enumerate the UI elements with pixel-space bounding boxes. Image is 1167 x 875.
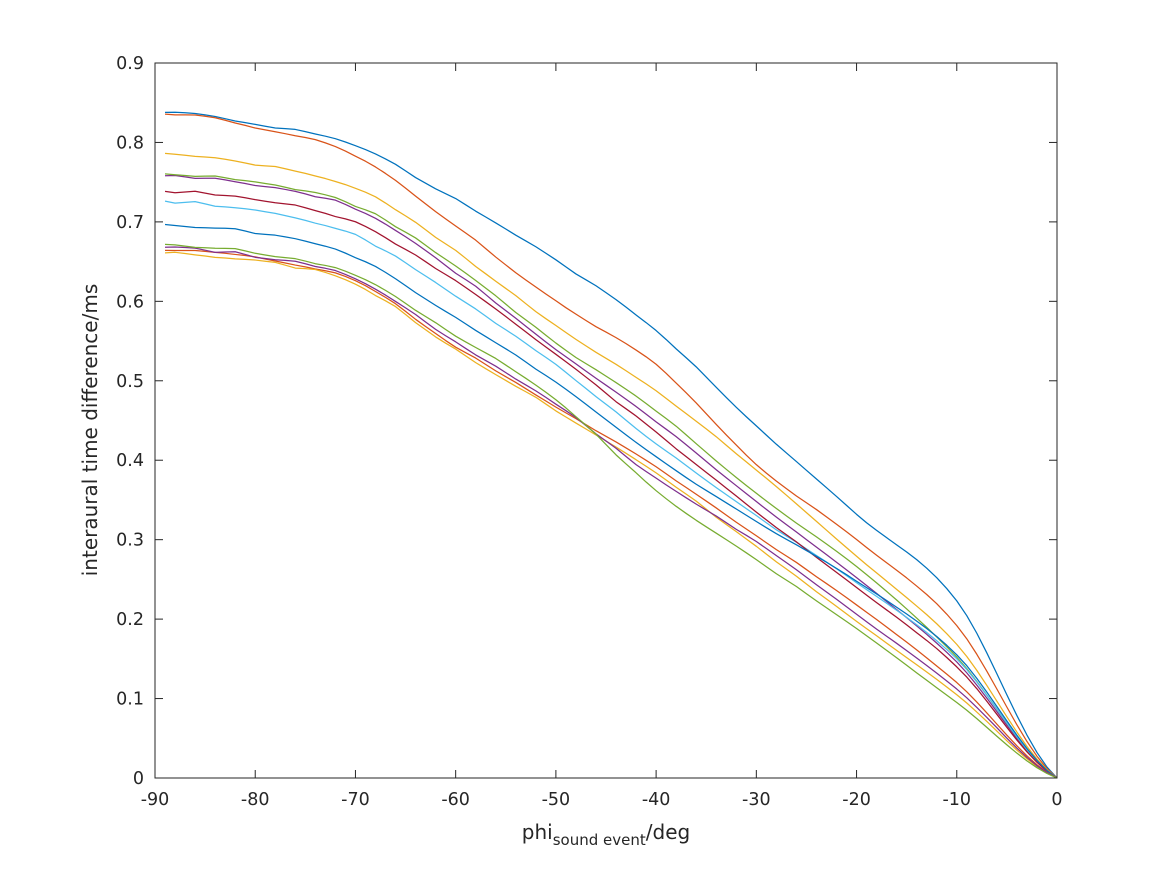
y-tick-label: 0.3 (116, 531, 144, 551)
x-tick-label: 0 (1051, 790, 1062, 810)
series-line-11-purple (165, 246, 1057, 779)
y-tick-label: 0.8 (116, 133, 144, 153)
y-tick-label: 0.9 (116, 54, 144, 74)
x-tick-label: -10 (942, 790, 971, 810)
x-tick-label: -90 (141, 790, 170, 810)
y-tick-label: 0 (133, 769, 144, 789)
x-tick-label: -20 (842, 790, 871, 810)
y-tick-label: 0.7 (116, 213, 144, 233)
series-line-07-darkred (164, 190, 1057, 779)
x-tick-label: -50 (542, 790, 571, 810)
x-label-subscript: sound event (552, 831, 646, 849)
x-axis-label: phisound event/deg (521, 820, 691, 849)
series-line-06-cyan (164, 200, 1057, 779)
axes-box (154, 62, 1058, 779)
x-tick-label: -60 (441, 790, 470, 810)
y-tick-label: 0.6 (116, 292, 144, 312)
x-tick-label: -40 (642, 790, 671, 810)
y-tick-label: 0.5 (116, 372, 144, 392)
series-line-09-orange (165, 249, 1057, 779)
y-tick-label: 0.2 (116, 610, 144, 630)
x-label-suffix: /deg (645, 820, 691, 844)
x-tick-label: -30 (742, 790, 771, 810)
x-tick-label: -80 (241, 790, 270, 810)
series-line-10-yellow (164, 251, 1057, 779)
series-line-02-orange (164, 113, 1057, 779)
y-axis-label-text: interaural time difference/ms (78, 283, 102, 577)
x-tick-label: -70 (341, 790, 370, 810)
y-tick-label: 0.1 (116, 690, 144, 710)
series-line-05-green (164, 173, 1057, 779)
series-line-01-blue (165, 111, 1057, 779)
series-line-12-green (164, 243, 1057, 779)
y-axis-label: interaural time difference/ms (78, 284, 102, 577)
series-line-08-blue (164, 223, 1057, 779)
plot-area (164, 111, 1057, 779)
x-label-main: phi (521, 820, 553, 844)
series-line-03-yellow (164, 152, 1057, 779)
y-tick-label: 0.4 (116, 451, 144, 471)
